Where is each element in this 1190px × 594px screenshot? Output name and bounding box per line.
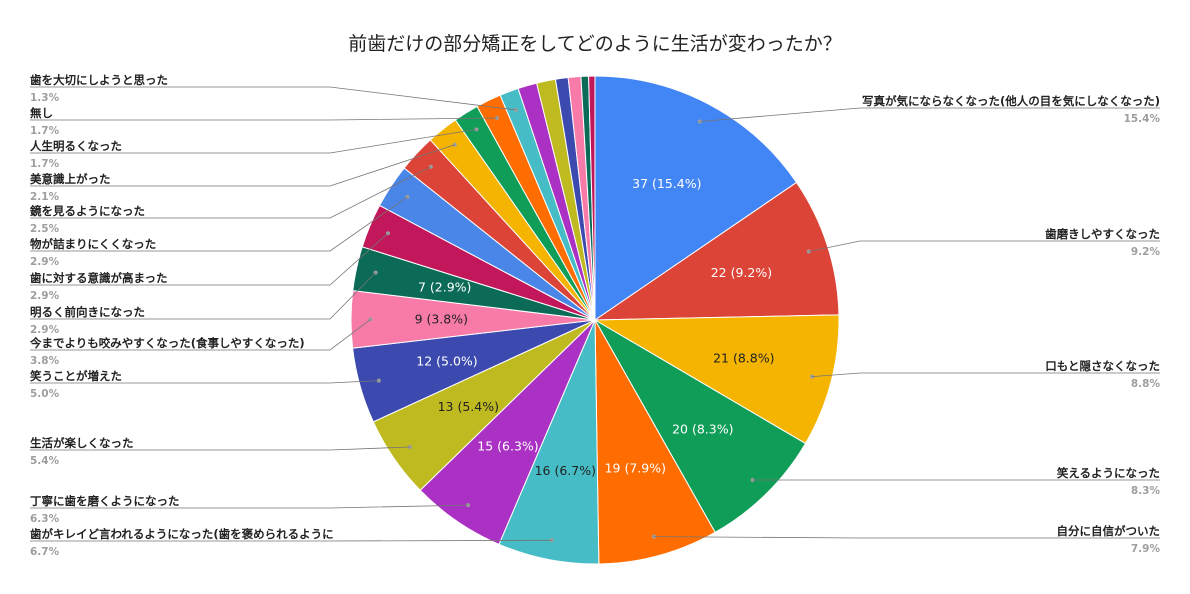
slice-value-label: 21 (8.8%) <box>713 351 774 366</box>
slice-percent-label: 8.8% <box>1131 378 1161 390</box>
slice-category-label: 写真が気にならなくなった(他人の目を気にしなくなった) <box>862 94 1160 108</box>
slice-category-label: 物が詰まりにくくなった <box>30 237 156 251</box>
slice-value-label: 12 (5.0%) <box>416 354 477 369</box>
slice-category-label: 鏡を見るようになった <box>29 204 145 218</box>
slice-category-label: 無し <box>30 106 53 120</box>
slice-category-label: 美意識上がった <box>30 172 111 186</box>
leader-line <box>808 240 1160 252</box>
leader-line <box>30 129 477 154</box>
leader-line <box>30 86 516 111</box>
chart-title: 前歯だけの部分矯正をしてどのように生活が変わったか？ <box>348 33 841 55</box>
pie-slice <box>593 181 840 321</box>
leader-line <box>30 233 389 286</box>
slice-percent-label: 9.2% <box>1131 246 1161 258</box>
leader-line <box>30 504 469 509</box>
leader-line <box>812 372 1160 377</box>
slice-value-label: 7 (2.9%) <box>418 280 471 295</box>
slice-percent-label: 2.9% <box>30 324 60 336</box>
slice-category-label: 丁寧に歯を磨くようになった <box>30 494 180 508</box>
slice-percent-label: 3.8% <box>30 355 60 367</box>
slice-percent-label: 1.7% <box>30 158 60 170</box>
leader-line <box>653 536 1160 539</box>
slice-value-label: 37 (15.4%) <box>632 176 701 191</box>
slice-category-label: 歯磨きしやすくなった <box>1045 227 1160 241</box>
leader-line <box>30 166 432 219</box>
leader-line <box>699 107 1160 122</box>
slice-percent-label: 2.9% <box>30 290 60 302</box>
slice-category-label: 人生明るくなった <box>30 139 122 153</box>
slice-category-label: 歯を大切にしようと思った <box>30 73 168 87</box>
leader-line <box>30 196 408 252</box>
slice-percent-label: 6.3% <box>30 513 60 525</box>
slice-value-label: 15 (6.3%) <box>477 439 538 454</box>
leader-line <box>30 319 371 351</box>
slice-category-label: 口もと隠さなくなった <box>1045 359 1160 373</box>
slice-category-label: 笑えるようになった <box>1057 466 1160 480</box>
slice-percent-label: 2.9% <box>30 256 60 268</box>
slice-value-label: 20 (8.3%) <box>672 422 733 437</box>
slice-value-label: 16 (6.7%) <box>535 463 596 478</box>
leader-lines <box>30 86 1160 543</box>
pie-slice <box>593 314 840 445</box>
slice-category-label: 笑うことが増えた <box>30 369 122 383</box>
slice-percent-label: 5.4% <box>30 455 60 467</box>
slice-value-label: 22 (9.2%) <box>711 265 772 280</box>
pie-slice <box>594 75 798 321</box>
slice-category-label: 歯に対する意識が高まった <box>30 271 168 285</box>
pie-slice <box>594 319 716 565</box>
slice-value-label: 13 (5.4%) <box>438 399 499 414</box>
slice-percent-label: 6.7% <box>30 546 60 558</box>
leader-line <box>30 272 376 320</box>
pie-slices <box>350 75 840 565</box>
slice-percent-label: 5.0% <box>30 388 60 400</box>
slice-category-label: 生活が楽しくなった <box>30 436 134 450</box>
leader-line <box>30 144 455 187</box>
slice-percent-label: 15.4% <box>1124 113 1161 125</box>
leader-line <box>30 446 410 451</box>
slice-value-label: 19 (7.9%) <box>605 460 666 475</box>
slice-value-label: 9 (3.8%) <box>415 312 468 327</box>
leader-line <box>30 380 379 384</box>
pie-slice <box>588 75 596 321</box>
slice-percent-label: 8.3% <box>1131 485 1161 497</box>
slice-category-label: 歯がキレイど言われるようになった(歯を褒められるように <box>30 527 334 541</box>
leader-line <box>30 117 498 121</box>
slice-percent-label: 2.1% <box>30 191 60 203</box>
slice-percent-label: 7.9% <box>1131 543 1161 555</box>
outside-labels: 写真が気にならなくなった(他人の目を気にしなくなった) 15.4% 歯磨きしやすくな… <box>29 73 1160 558</box>
slice-category-label: 明るく前向きになった <box>30 305 145 319</box>
slice-category-label: 自分に自信がついた <box>1057 524 1161 538</box>
slice-percent-label: 1.3% <box>30 92 60 104</box>
slice-percent-label: 2.5% <box>30 223 60 235</box>
inside-labels: 37 (15.4%) 22 (9.2%) 21 (8.8%) 20 (8.3%) 19 … <box>415 176 775 478</box>
slice-category-label: 今までよりも咬みやすくなった(食事しやすくなった) <box>29 336 305 350</box>
leader-line <box>30 539 552 542</box>
slice-percent-label: 1.7% <box>30 125 60 137</box>
